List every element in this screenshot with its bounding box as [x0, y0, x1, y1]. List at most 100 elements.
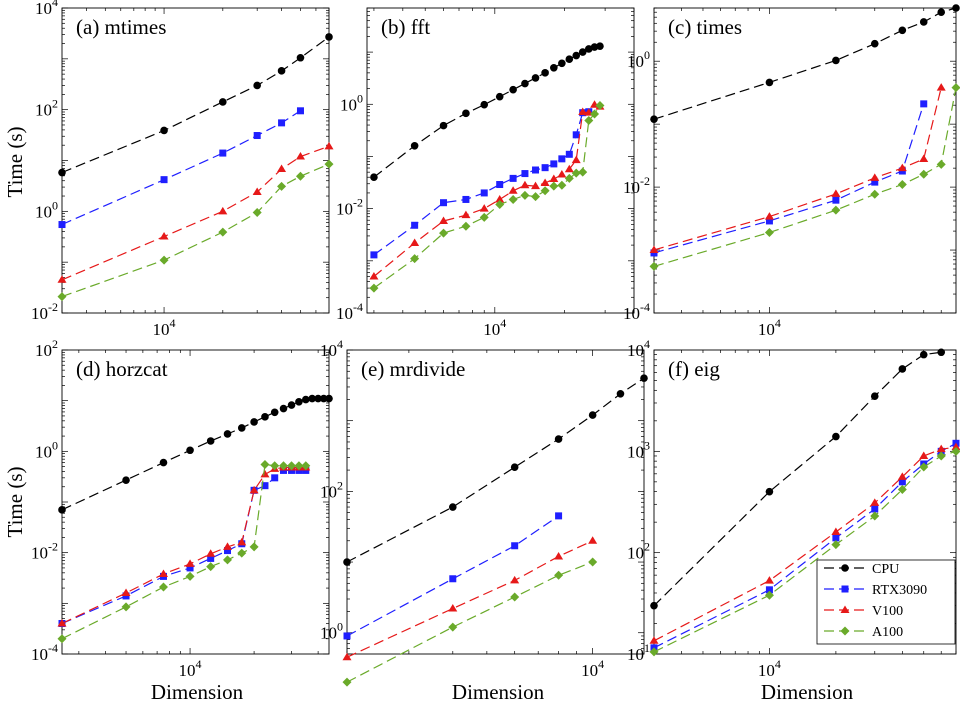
data-point-cpu	[186, 446, 194, 455]
data-point-v100	[439, 216, 449, 224]
data-point-a100	[342, 677, 352, 687]
data-point-rtx3090	[511, 542, 519, 550]
y-tick-label: 100	[35, 198, 58, 221]
data-point-rtx3090	[58, 221, 66, 229]
data-point-cpu	[448, 503, 457, 511]
data-point-a100	[870, 511, 880, 521]
data-point-cpu	[223, 430, 232, 438]
data-point-a100	[936, 159, 946, 169]
data-point-a100	[595, 100, 605, 110]
data-point-a100	[260, 459, 270, 469]
series-line-v100	[653, 87, 942, 251]
data-point-v100	[223, 542, 233, 550]
data-point-a100	[590, 109, 600, 119]
y-tick-label: 100	[35, 438, 58, 461]
data-point-a100	[270, 461, 280, 471]
series-line-rtx3090	[653, 103, 925, 254]
y-tick-label: 102	[320, 478, 343, 501]
data-point-v100	[342, 652, 352, 661]
data-point-v100	[831, 527, 841, 535]
series-line-v100	[61, 466, 306, 625]
data-point-a100	[897, 179, 907, 189]
data-point-a100	[649, 261, 659, 271]
data-point-a100	[649, 647, 659, 657]
data-point-a100	[159, 255, 169, 265]
series-line-a100	[346, 561, 593, 683]
data-point-cpu	[541, 69, 549, 77]
x-tick-label: 104	[483, 316, 506, 339]
data-point-cpu	[765, 487, 774, 496]
data-point-a100	[588, 557, 598, 567]
data-point-rtx3090	[224, 547, 232, 555]
data-point-rtx3090	[509, 174, 517, 182]
data-point-rtx3090	[898, 478, 906, 486]
data-point-v100	[495, 194, 505, 203]
data-point-cpu	[832, 56, 840, 65]
data-point-cpu	[509, 85, 517, 94]
data-point-v100	[831, 189, 841, 197]
data-point-v100	[540, 178, 550, 186]
data-point-cpu	[596, 42, 604, 50]
data-point-rtx3090	[253, 132, 261, 140]
data-point-v100	[369, 272, 379, 280]
data-point-v100	[461, 210, 471, 219]
y-tick-label: 104	[320, 337, 343, 360]
data-point-rtx3090	[555, 512, 563, 520]
data-point-cpu	[159, 458, 168, 467]
data-point-cpu	[565, 55, 574, 64]
data-point-rtx3090	[261, 482, 269, 490]
data-point-a100	[520, 190, 530, 200]
data-point-rtx3090	[832, 534, 840, 542]
legend-label-cpu: CPU	[872, 562, 899, 577]
data-point-a100	[185, 571, 195, 581]
data-point-v100	[571, 155, 581, 164]
data-point-rtx3090	[411, 221, 419, 229]
data-point-v100	[277, 164, 287, 173]
data-point-a100	[870, 189, 880, 199]
plot-frame	[653, 7, 957, 314]
data-point-cpu	[308, 394, 316, 403]
y-axis-label-bottom: Time (s)	[3, 467, 27, 538]
series-line-a100	[373, 105, 601, 289]
plot-frame	[366, 7, 635, 314]
data-point-cpu	[325, 394, 333, 403]
data-point-v100	[324, 141, 334, 150]
data-point-v100	[252, 187, 262, 196]
series-line-cpu	[61, 398, 329, 511]
data-point-rtx3090	[480, 189, 488, 197]
data-point-v100	[936, 444, 946, 453]
data-point-rtx3090	[449, 575, 457, 583]
y-tick-label: 100	[627, 48, 650, 71]
series-line-cpu	[61, 36, 330, 174]
data-point-a100	[919, 169, 929, 179]
y-tick-label: 104	[627, 337, 650, 360]
data-point-v100	[479, 204, 489, 212]
y-tick-label: 10-4	[31, 641, 58, 664]
data-point-rtx3090	[496, 181, 504, 189]
y-tick-label: 10-2	[31, 300, 58, 323]
y-axis-label-top: Time (s)	[3, 127, 27, 198]
data-point-rtx3090	[832, 196, 840, 204]
data-point-cpu	[410, 142, 419, 150]
data-point-v100	[764, 212, 774, 220]
data-point-cpu	[462, 109, 470, 118]
data-point-a100	[121, 602, 131, 612]
data-point-rtx3090	[207, 554, 215, 562]
data-point-cpu	[206, 437, 215, 445]
data-point-rtx3090	[550, 160, 558, 168]
series-line-a100	[653, 87, 957, 267]
data-point-cpu	[370, 173, 378, 182]
data-point-a100	[237, 548, 247, 558]
data-point-cpu	[480, 100, 489, 109]
data-point-v100	[510, 575, 520, 584]
data-point-cpu	[588, 411, 597, 419]
x-axis-label-left: Dimension	[151, 680, 244, 702]
data-point-v100	[764, 576, 774, 584]
data-point-rtx3090	[343, 632, 351, 640]
data-point-cpu	[554, 435, 563, 443]
data-point-v100	[549, 174, 559, 182]
data-point-v100	[554, 551, 564, 560]
data-point-v100	[919, 154, 929, 162]
data-point-v100	[410, 238, 420, 246]
data-point-cpu	[937, 348, 946, 357]
